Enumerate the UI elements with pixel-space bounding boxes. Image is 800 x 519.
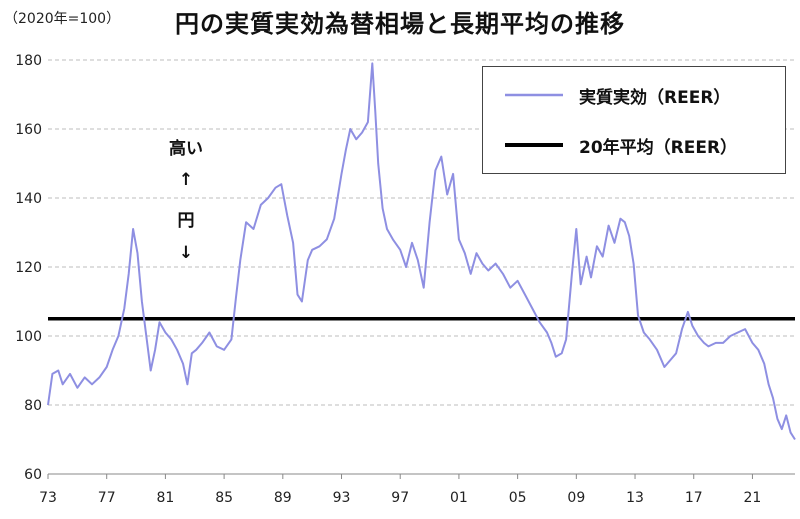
x-tick-label-89: 89: [274, 490, 292, 506]
legend-label-reer: 実質実効（REER）: [579, 87, 731, 108]
x-tick-label-77: 77: [98, 490, 116, 506]
x-tick-label-85: 85: [215, 490, 233, 506]
legend-item-average: 20年平均（REER）: [483, 131, 737, 159]
y-tick-label-80: 80: [24, 398, 42, 414]
legend-item-reer: 実質実効（REER）: [483, 81, 730, 109]
unit-label: （2020年=100）: [4, 11, 121, 27]
series-layer: [47, 62, 796, 441]
y-tick-label-120: 120: [15, 260, 42, 276]
series-line-reer: [47, 62, 796, 441]
y-tick-label-60: 60: [24, 467, 42, 483]
grid-layer: [48, 59, 795, 406]
annotation-yen: 円: [177, 211, 195, 231]
x-tick-label-73: 73: [39, 490, 57, 506]
y-tick-label-160: 160: [15, 122, 42, 138]
x-tick-label-05: 05: [509, 490, 527, 506]
y-tick-label-140: 140: [15, 191, 42, 207]
x-tick-label-17: 17: [685, 490, 703, 506]
legend: 実質実効（REER） 20年平均（REER）: [482, 66, 786, 174]
x-tick-label-13: 13: [626, 490, 644, 506]
y-tick-label-100: 100: [15, 329, 42, 345]
legend-swatch-reer: [505, 93, 563, 97]
annotation-arrow-down: ↓: [178, 243, 194, 263]
legend-label-average: 20年平均（REER）: [579, 137, 738, 158]
x-tick-label-01: 01: [450, 490, 468, 506]
x-tick-label-21: 21: [744, 490, 762, 506]
chart-title: 円の実質実効為替相場と長期平均の推移: [175, 10, 625, 38]
x-tick-label-93: 93: [333, 490, 351, 506]
x-tick-label-81: 81: [156, 490, 174, 506]
annotation-arrow-up: ↑: [178, 170, 194, 190]
legend-swatch-average: [505, 143, 563, 147]
x-tick-label-97: 97: [391, 490, 409, 506]
annotation-high: 高い: [169, 139, 203, 159]
x-tick-label-09: 09: [567, 490, 585, 506]
axis-layer: 60 80 100 120 140 160 180 73 77 81 85 89 93 97 01 05 09 1…: [15, 53, 795, 506]
y-tick-label-180: 180: [15, 53, 42, 69]
